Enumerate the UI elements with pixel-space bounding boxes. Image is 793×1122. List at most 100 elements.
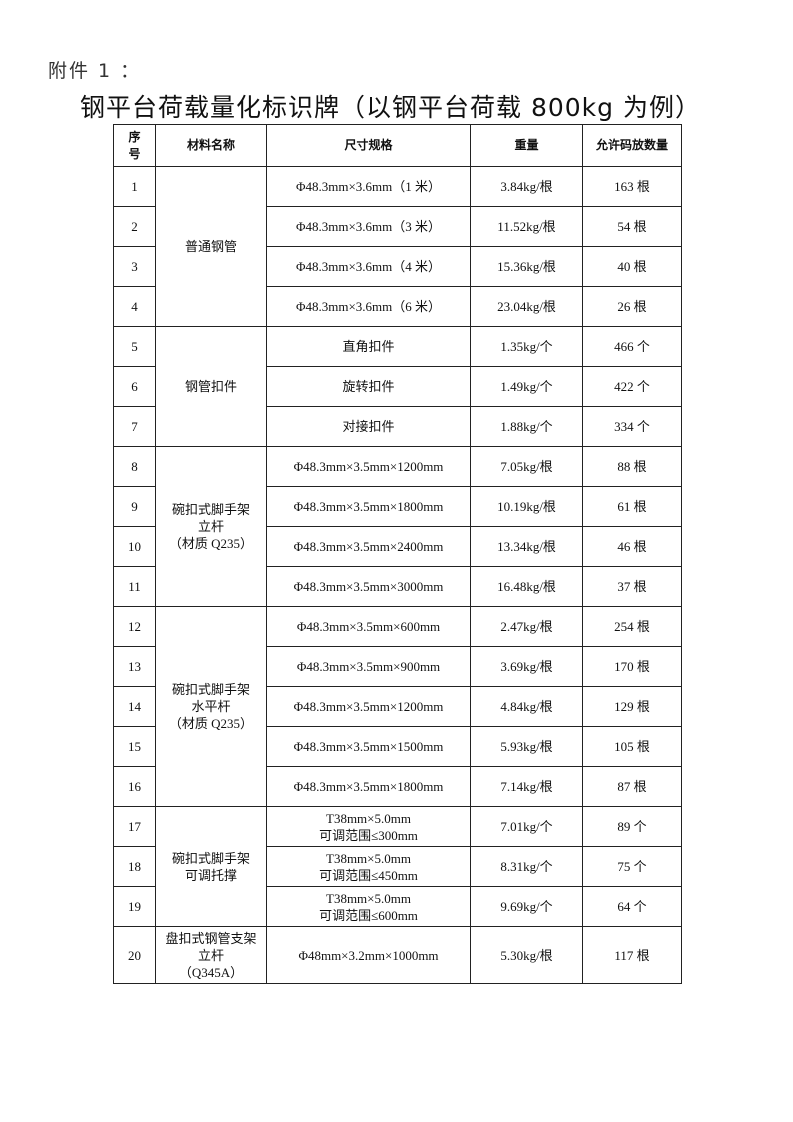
size-spec: Φ48.3mm×3.5mm×2400mm [266,526,471,567]
size-spec: T38mm×5.0mm 可调范围≤450mm [266,846,471,887]
table-row: 7 对接扣件 1.88kg/个 334 个 [113,406,682,447]
unit-weight: 16.48kg/根 [470,566,583,607]
size-spec: Φ48.3mm×3.5mm×1500mm [266,726,471,767]
size-spec: Φ48.3mm×3.5mm×1200mm [266,686,471,727]
material-name: 普通钢管 [155,166,267,327]
unit-weight: 9.69kg/个 [470,886,583,927]
unit-weight: 5.30kg/根 [470,926,583,984]
row-number: 19 [113,886,156,927]
material-name: 钢管扣件 [155,326,267,447]
unit-weight: 1.35kg/个 [470,326,583,367]
table-row: 8 碗扣式脚手架 立杆 （材质 Q235） Φ48.3mm×3.5mm×1200mm 7.… [113,446,682,607]
table-row: 13 Φ48.3mm×3.5mm×900mm 3.69kg/根 170 根 [113,646,682,687]
size-spec: Φ48.3mm×3.5mm×1800mm [266,486,471,527]
unit-weight: 7.01kg/个 [470,806,583,847]
table-row: 15 Φ48.3mm×3.5mm×1500mm 5.93kg/根 105 根 [113,726,682,767]
header-spec: 尺寸规格 [266,124,471,167]
allowed-quantity: 254 根 [582,606,682,647]
unit-weight: 7.05kg/根 [470,446,583,487]
row-number: 12 [113,606,156,647]
table-row: 9 Φ48.3mm×3.5mm×1800mm 10.19kg/根 61 根 [113,486,682,527]
size-spec: Φ48.3mm×3.6mm（4 米） [266,246,471,287]
size-spec: Φ48.3mm×3.6mm（6 米） [266,286,471,327]
row-number: 2 [113,206,156,247]
allowed-quantity: 46 根 [582,526,682,567]
size-spec: 对接扣件 [266,406,471,447]
unit-weight: 8.31kg/个 [470,846,583,887]
allowed-quantity: 61 根 [582,486,682,527]
table-row: 10 Φ48.3mm×3.5mm×2400mm 13.34kg/根 46 根 [113,526,682,567]
header-row: 序号材料名称 尺寸规格 重量 允许码放数量 [113,124,682,167]
table-row: 2 Φ48.3mm×3.6mm（3 米） 11.52kg/根 54 根 [113,206,682,247]
size-spec: Φ48.3mm×3.5mm×1800mm [266,766,471,807]
table-row: 4 Φ48.3mm×3.6mm（6 米） 23.04kg/根 26 根 [113,286,682,327]
row-number: 7 [113,406,156,447]
allowed-quantity: 117 根 [582,926,682,984]
row-number: 20 [113,926,156,984]
attachment-label: 附件 1 ： [48,60,142,82]
allowed-quantity: 54 根 [582,206,682,247]
load-table: 序号材料名称 尺寸规格 重量 允许码放数量 1 普通钢管 Φ48.3mm×3.6mm（1 … [113,124,682,984]
material-name: 盘扣式钢管支架 立杆 （Q345A） [155,926,267,984]
allowed-quantity: 75 个 [582,846,682,887]
allowed-quantity: 466 个 [582,326,682,367]
header-number: 序号 [113,124,156,167]
header-quantity: 允许码放数量 [582,124,682,167]
table-row: 3 Φ48.3mm×3.6mm（4 米） 15.36kg/根 40 根 [113,246,682,287]
row-number: 6 [113,366,156,407]
row-number: 10 [113,526,156,567]
page-title: 钢平台荷载量化标识牌（以钢平台荷载 800kg 为例） [80,93,701,122]
allowed-quantity: 88 根 [582,446,682,487]
table-row: 6 旋转扣件 1.49kg/个 422 个 [113,366,682,407]
table-row: 16 Φ48.3mm×3.5mm×1800mm 7.14kg/根 87 根 [113,766,682,807]
allowed-quantity: 89 个 [582,806,682,847]
material-name: 碗扣式脚手架 水平杆 （材质 Q235） [155,606,267,807]
unit-weight: 23.04kg/根 [470,286,583,327]
size-spec: Φ48.3mm×3.6mm（3 米） [266,206,471,247]
table-row: 18 T38mm×5.0mm 可调范围≤450mm 8.31kg/个 75 个 [113,846,682,887]
allowed-quantity: 87 根 [582,766,682,807]
size-spec: 直角扣件 [266,326,471,367]
row-number: 18 [113,846,156,887]
size-spec: 旋转扣件 [266,366,471,407]
table-row: 1 普通钢管 Φ48.3mm×3.6mm（1 米） 3.84kg/根 163 根 [113,166,682,327]
table-row: 19 T38mm×5.0mm 可调范围≤600mm 9.69kg/个 64 个 [113,886,682,927]
allowed-quantity: 422 个 [582,366,682,407]
allowed-quantity: 64 个 [582,886,682,927]
allowed-quantity: 37 根 [582,566,682,607]
table-row: 12 碗扣式脚手架 水平杆 （材质 Q235） Φ48.3mm×3.5mm×600mm 2… [113,606,682,807]
unit-weight: 10.19kg/根 [470,486,583,527]
row-number: 13 [113,646,156,687]
size-spec: Φ48.3mm×3.5mm×600mm [266,606,471,647]
table-row: 17 碗扣式脚手架 可调托撑 T38mm×5.0mm 可调范围≤300mm 7.01kg/… [113,806,682,927]
allowed-quantity: 26 根 [582,286,682,327]
material-name: 碗扣式脚手架 可调托撑 [155,806,267,927]
unit-weight: 7.14kg/根 [470,766,583,807]
size-spec: Φ48.3mm×3.5mm×1200mm [266,446,471,487]
unit-weight: 13.34kg/根 [470,526,583,567]
unit-weight: 1.88kg/个 [470,406,583,447]
unit-weight: 3.69kg/根 [470,646,583,687]
table-row: 5 钢管扣件 直角扣件 1.35kg/个 466 个 [113,326,682,447]
material-name: 碗扣式脚手架 立杆 （材质 Q235） [155,446,267,607]
allowed-quantity: 40 根 [582,246,682,287]
allowed-quantity: 170 根 [582,646,682,687]
allowed-quantity: 129 根 [582,686,682,727]
row-number: 5 [113,326,156,367]
allowed-quantity: 334 个 [582,406,682,447]
row-number: 16 [113,766,156,807]
size-spec: T38mm×5.0mm 可调范围≤600mm [266,886,471,927]
allowed-quantity: 105 根 [582,726,682,767]
unit-weight: 15.36kg/根 [470,246,583,287]
row-number: 14 [113,686,156,727]
row-number: 8 [113,446,156,487]
unit-weight: 4.84kg/根 [470,686,583,727]
unit-weight: 11.52kg/根 [470,206,583,247]
unit-weight: 1.49kg/个 [470,366,583,407]
unit-weight: 3.84kg/根 [470,166,583,207]
table-row: 11 Φ48.3mm×3.5mm×3000mm 16.48kg/根 37 根 [113,566,682,607]
header-weight: 重量 [470,124,583,167]
row-number: 11 [113,566,156,607]
unit-weight: 5.93kg/根 [470,726,583,767]
size-spec: Φ48.3mm×3.6mm（1 米） [266,166,471,207]
